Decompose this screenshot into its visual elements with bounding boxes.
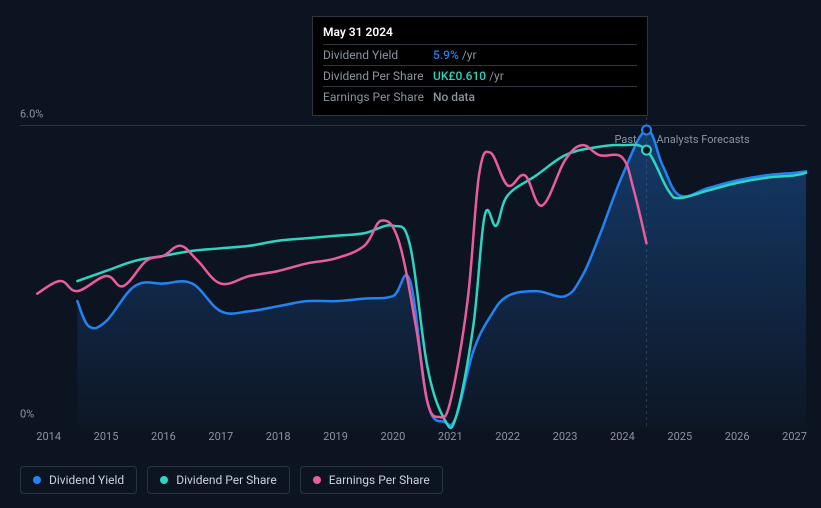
x-tick: 2027 <box>782 430 807 443</box>
chart-svg[interactable] <box>20 125 806 427</box>
y-axis-max-label: 6.0% <box>20 108 43 121</box>
x-tick: 2015 <box>94 430 119 443</box>
tooltip-date: May 31 2024 <box>323 25 637 44</box>
x-tick: 2018 <box>266 430 291 443</box>
x-tick: 2014 <box>36 430 61 443</box>
tooltip-row-label: Dividend Yield <box>323 48 433 62</box>
chart-tooltip: May 31 2024 Dividend Yield5.9%/yrDividen… <box>312 16 648 116</box>
x-tick: 2025 <box>667 430 692 443</box>
legend: Dividend Yield Dividend Per Share Earnings… <box>20 466 443 494</box>
tooltip-row-value: 5.9%/yr <box>433 48 477 62</box>
x-tick: 2017 <box>208 430 233 443</box>
legend-label: Dividend Yield <box>49 473 124 487</box>
tooltip-row: Dividend Yield5.9%/yr <box>323 44 637 65</box>
tooltip-row-label: Dividend Per Share <box>323 69 433 83</box>
x-tick: 2021 <box>438 430 463 443</box>
x-tick: 2023 <box>553 430 578 443</box>
x-axis: 2014 2015 2016 2017 2018 2019 2020 2021 2022 2023… <box>20 430 806 450</box>
tooltip-row-value: No data <box>433 90 475 104</box>
x-tick: 2019 <box>323 430 348 443</box>
legend-item[interactable]: Dividend Yield <box>20 466 137 494</box>
past-label: Past <box>615 133 637 146</box>
tooltip-row-value: UK£0.610/yr <box>433 69 504 83</box>
x-tick: 2016 <box>151 430 176 443</box>
legend-item[interactable]: Earnings Per Share <box>300 466 443 494</box>
x-tick: 2022 <box>495 430 520 443</box>
legend-dot-icon <box>160 476 168 484</box>
tooltip-row: Earnings Per ShareNo data <box>323 86 637 107</box>
forecast-label: Analysts Forecasts <box>657 133 750 146</box>
legend-label: Earnings Per Share <box>329 473 430 487</box>
tooltip-row: Dividend Per ShareUK£0.610/yr <box>323 65 637 86</box>
x-tick: 2024 <box>610 430 635 443</box>
tooltip-row-label: Earnings Per Share <box>323 90 433 104</box>
x-tick: 2026 <box>725 430 750 443</box>
x-tick: 2020 <box>381 430 406 443</box>
legend-label: Dividend Per Share <box>176 473 277 487</box>
legend-dot-icon <box>33 476 41 484</box>
legend-dot-icon <box>313 476 321 484</box>
legend-item[interactable]: Dividend Per Share <box>147 466 290 494</box>
